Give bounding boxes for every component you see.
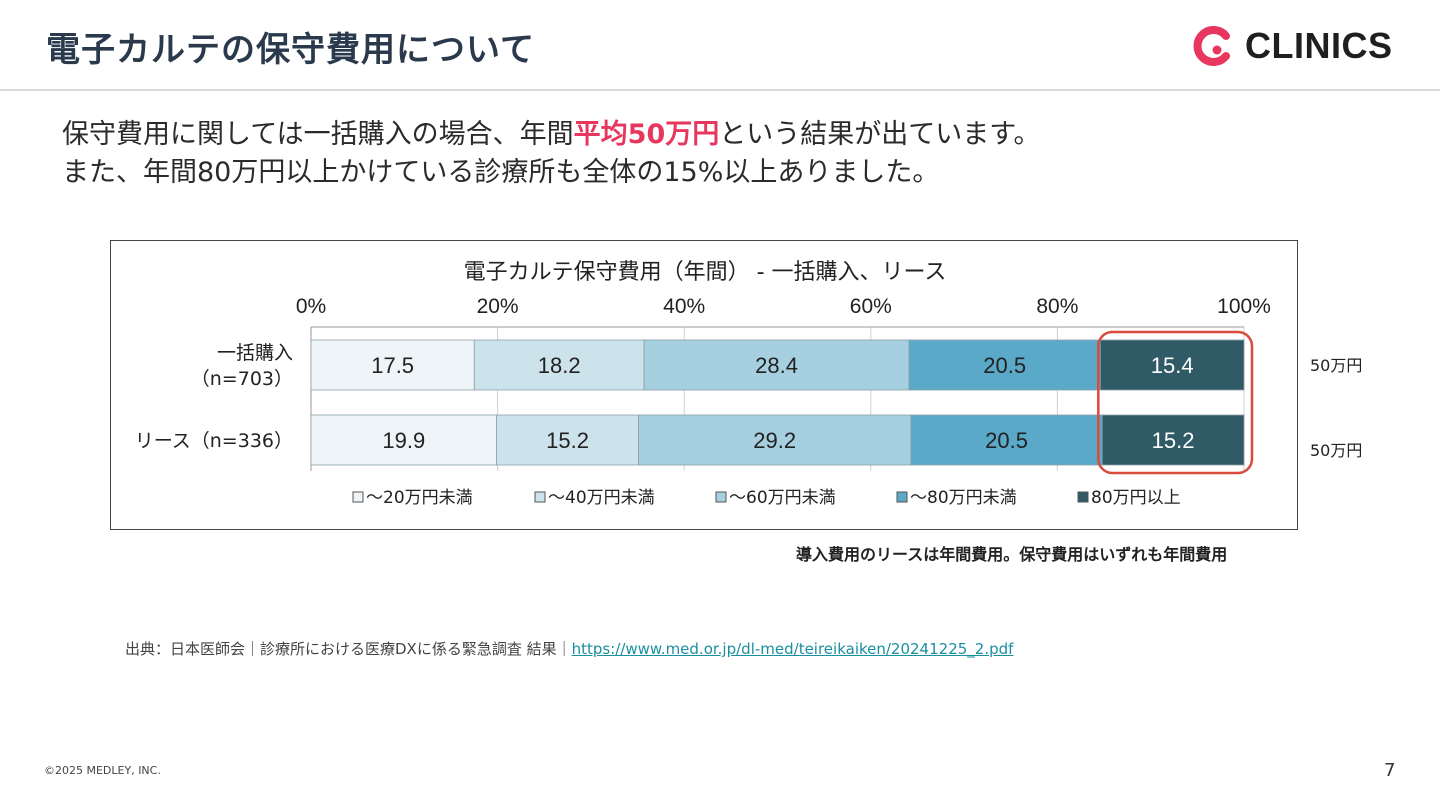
header-divider: [0, 89, 1440, 91]
clinics-logo-icon: [1193, 26, 1230, 66]
data-label: 17.5: [371, 353, 414, 378]
page-number: 7: [1384, 760, 1396, 781]
x-tick-label: 60%: [850, 295, 892, 318]
bar-segment: [910, 414, 1103, 466]
data-label: 19.9: [382, 428, 425, 453]
data-label: 29.2: [753, 428, 796, 453]
source-link[interactable]: https://www.med.or.jp/dl-med/teireikaike…: [571, 640, 1014, 658]
category-label: （n=703）: [191, 368, 293, 390]
intro-text: 保守費用に関しては一括購入の場合、年間平均50万円という結果が出ています。 また…: [62, 116, 1041, 192]
category-label: リース（n=336）: [135, 430, 293, 452]
legend-swatch: [1077, 491, 1089, 503]
stacked-bar-chart: 0% 20% 40% 60% 80% 100% 17.5 18.2 28.4 20.5 15.4 一括…: [135, 295, 1271, 508]
clinics-logo-text: CLINICS: [1245, 25, 1393, 66]
clinics-logo: CLINICS: [1193, 25, 1393, 66]
bar-segment: [1101, 414, 1245, 466]
data-label: 20.5: [983, 353, 1026, 378]
source-citation: 出典：日本医師会｜診療所における医療DXに係る緊急調査 結果｜https://w…: [125, 638, 1013, 659]
bar-segment: [496, 414, 639, 466]
highlight-outline: [1097, 330, 1254, 475]
bar-segment: [908, 339, 1101, 391]
legend-swatch: [896, 491, 908, 503]
category-label: 一括購入: [217, 342, 293, 364]
intro-line-1: 保守費用に関しては一括購入の場合、年間平均50万円という結果が出ています。: [62, 116, 1041, 154]
bar-segment: [1099, 339, 1245, 391]
legend-label: ～60万円未満: [729, 488, 836, 508]
legend-swatch: [715, 491, 727, 503]
intro-highlight: 平均50万円: [573, 119, 720, 150]
bar-segment: [473, 339, 645, 391]
legend-label: 80万円以上: [1091, 488, 1181, 508]
copyright: ©2025 MEDLEY, INC.: [44, 764, 161, 777]
x-tick-label: 20%: [477, 295, 519, 318]
x-tick-label: 0%: [296, 295, 326, 318]
data-label: 15.2: [1152, 428, 1195, 453]
data-label: 28.4: [755, 353, 798, 378]
chart-note: 導入費用のリースは年間費用。保守費用はいずれも年間費用: [796, 545, 1228, 564]
bar-segment: [310, 414, 498, 466]
legend-label: ～40万円未満: [548, 488, 655, 508]
bar-segment: [310, 339, 475, 391]
chart-container: 電子カルテ保守費用（年間） - 一括購入、リース 0% 20% 40% 60% 80% 1…: [110, 240, 1298, 530]
intro-line-1-pre: 保守費用に関しては一括購入の場合、年間: [62, 119, 574, 150]
legend-swatch: [534, 491, 546, 503]
legend-swatch: [352, 491, 364, 503]
intro-line-1-post: という結果が出ています。: [719, 119, 1041, 150]
chart-title: 電子カルテ保守費用（年間） - 一括購入、リース: [463, 260, 947, 285]
page-title: 電子カルテの保守費用について: [46, 30, 535, 70]
side-label-bulk: 50万円: [1310, 356, 1363, 375]
data-label: 18.2: [538, 353, 581, 378]
data-label: 15.2: [546, 428, 589, 453]
x-tick-label: 80%: [1036, 295, 1078, 318]
x-tick-label: 40%: [663, 295, 705, 318]
x-tick-label: 100%: [1217, 295, 1271, 318]
data-label: 20.5: [985, 428, 1028, 453]
source-text: 出典：日本医師会｜診療所における医療DXに係る緊急調査 結果｜: [125, 640, 572, 658]
legend-label: ～80万円未満: [910, 488, 1017, 508]
legend-label: ～20万円未満: [366, 488, 473, 508]
data-label: 15.4: [1151, 353, 1194, 378]
bar-segment: [643, 339, 910, 391]
intro-line-2: また、年間80万円以上かけている診療所も全体の15%以上ありました。: [62, 157, 940, 188]
side-label-lease: 50万円: [1310, 441, 1363, 460]
